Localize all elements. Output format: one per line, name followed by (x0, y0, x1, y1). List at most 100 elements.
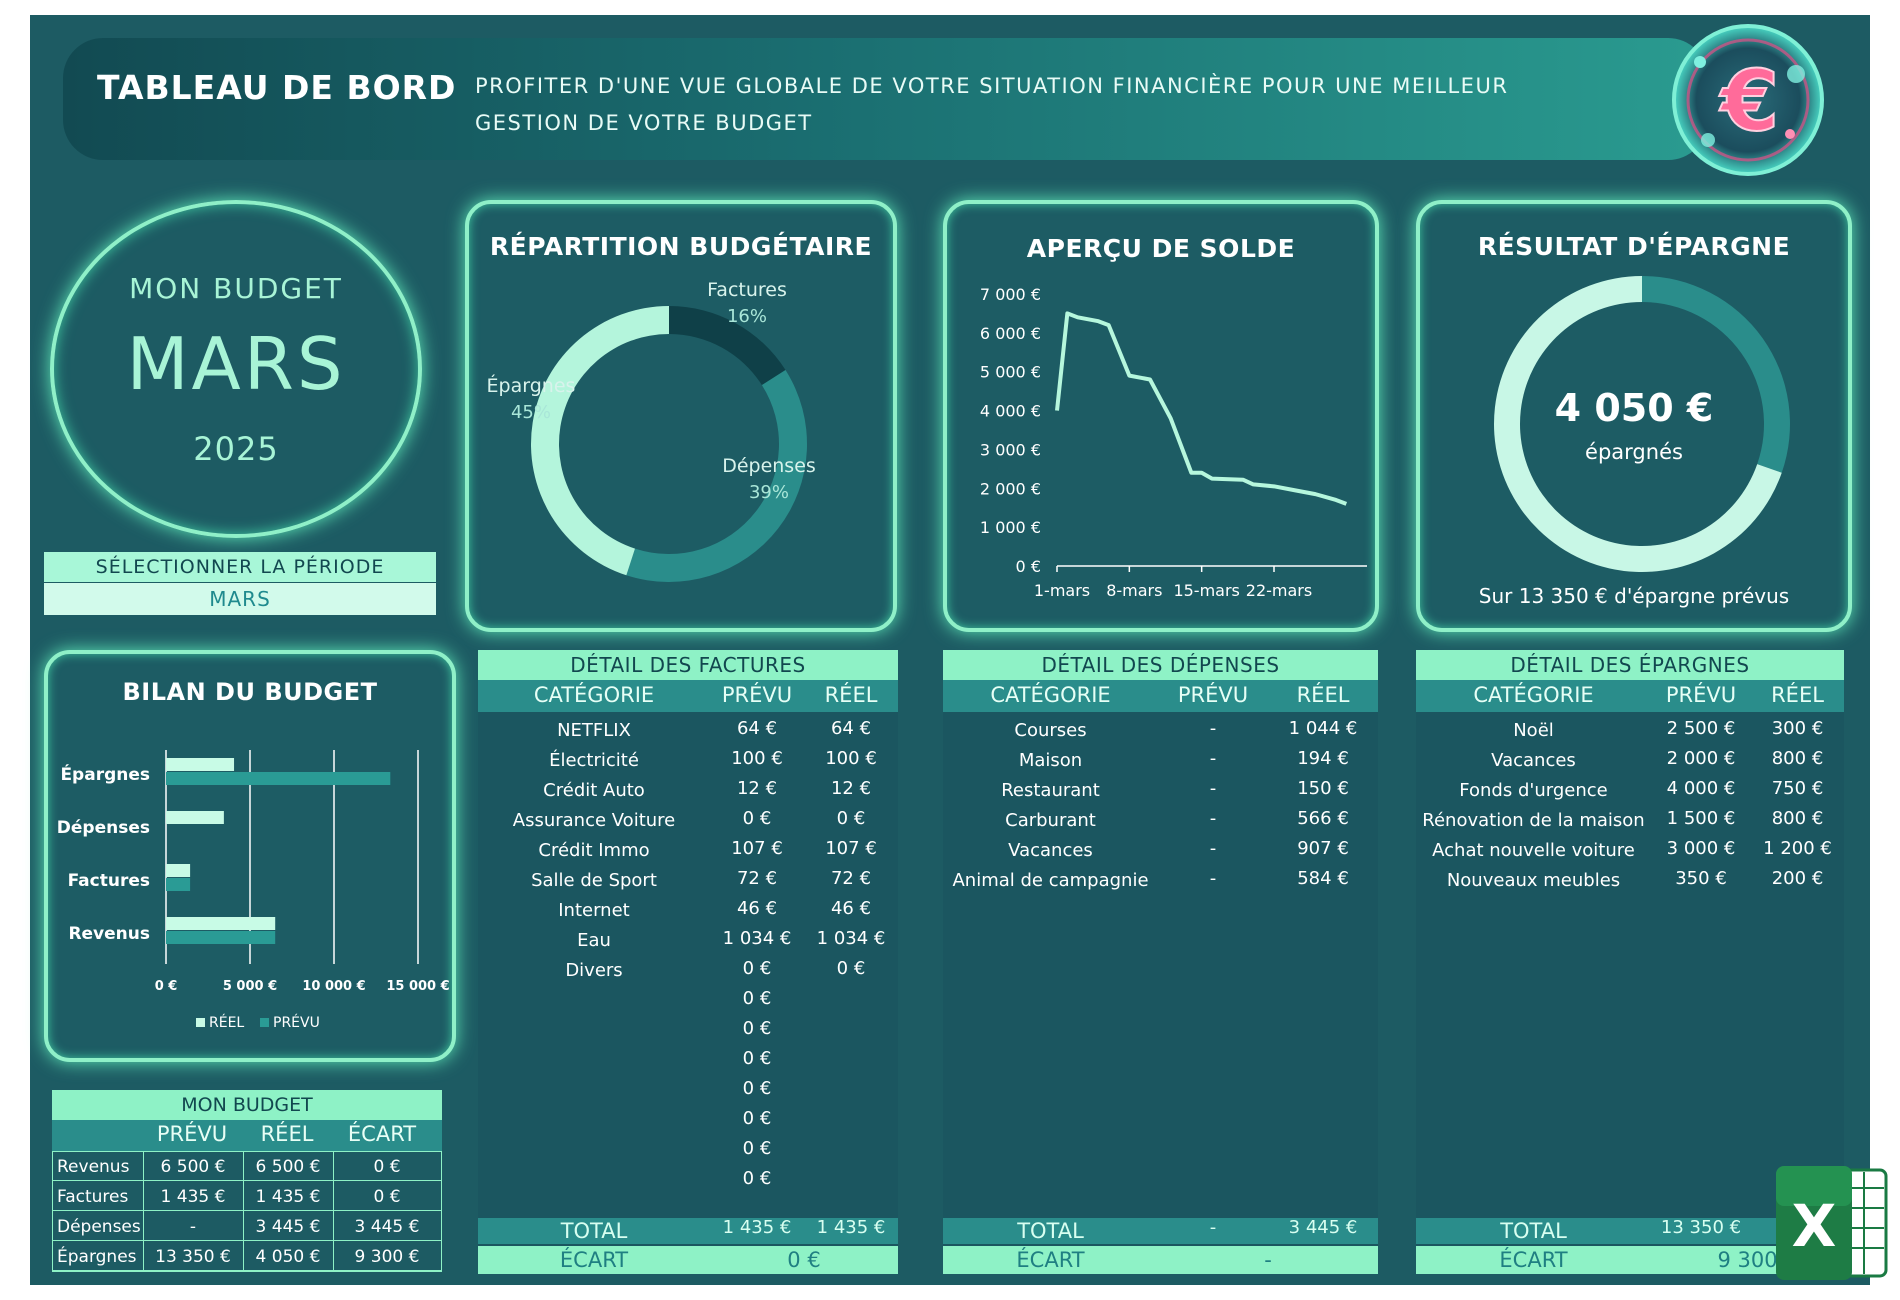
epargnes_detail-title: DÉTAIL DES ÉPARGNES (1416, 650, 1844, 680)
factures-row-prevu: 0 € (742, 988, 772, 1009)
factures-row-prevu: 0 € (742, 1108, 772, 1129)
bilan-title: BILAN DU BUDGET (122, 678, 378, 706)
solde-x-tick-0: 1-mars (1034, 581, 1090, 600)
epargnes_detail-total-label: TOTAL (1500, 1219, 1567, 1243)
epargnes_detail-ecart-label: ÉCART (1499, 1248, 1568, 1272)
factures-row-reel: 100 € (825, 748, 877, 769)
epargnes_detail-row-reel: 200 € (1771, 868, 1824, 889)
factures-row-prevu: 64 € (736, 718, 778, 739)
mon-budget-divider (143, 1152, 144, 1271)
month-card: MON BUDGET MARS 2025 (50, 200, 422, 538)
solde-title: APERÇU DE SOLDE (1026, 234, 1296, 263)
mon-budget-row-ecart: 0 € (373, 1187, 401, 1207)
epargnes_detail-row-reel: 800 € (1771, 748, 1824, 769)
depenses-row-prevu: - (1209, 748, 1217, 769)
depenses-header: CATÉGORIE PRÉVU RÉEL (943, 680, 1378, 712)
repartition-slice-label-2: 45% (511, 402, 551, 423)
repartition-slice-name-0: Factures (707, 279, 787, 301)
mon-budget-row-reel: 4 050 € (255, 1247, 321, 1267)
header-banner: TABLEAU DE BORD PROFITER D'UNE VUE GLOBA… (63, 38, 1708, 160)
factures-row-category: Internet (558, 900, 630, 921)
epargnes_detail-col-1: PRÉVU (1665, 683, 1737, 707)
bilan-x-tick-1: 5 000 € (223, 979, 277, 994)
factures-row-reel: 107 € (825, 838, 877, 859)
bilan-bar-réel-1 (166, 811, 224, 824)
factures-row-category: Crédit Immo (538, 840, 650, 861)
depenses-row-prevu: - (1209, 808, 1217, 829)
depenses-total-label: TOTAL (1017, 1219, 1084, 1243)
mon-budget-row: Revenus 6 500 € 6 500 € 0 € (53, 1152, 441, 1181)
epargne-amount-label: épargnés (1585, 440, 1683, 464)
epargnes_detail-row-prevu: 2 000 € (1666, 748, 1736, 769)
solde-y-tick-2: 2 000 € (980, 479, 1041, 498)
factures-row-category: NETFLIX (557, 720, 631, 741)
repartition-slice-1 (626, 370, 807, 582)
repartition-donut: Factures 16% Dépenses 39% Épargnes 45% (487, 279, 816, 582)
solde-panel: APERÇU DE SOLDE 0 € 1 000 € 2 000 € 3 000 €… (943, 200, 1379, 632)
mon-budget-title: MON BUDGET (52, 1090, 442, 1120)
epargnes_detail-row-prevu: 3 000 € (1666, 838, 1736, 859)
bilan-category-0: Épargnes (60, 763, 150, 785)
mon-budget-row: Factures 1 435 € 1 435 € 0 € (53, 1182, 441, 1211)
epargne-donut (1494, 276, 1790, 572)
factures-row-reel: 1 034 € (816, 928, 886, 949)
factures-row-prevu: 0 € (742, 958, 772, 979)
bilan-bar-réel-2 (166, 864, 191, 877)
epargnes_detail-total-prevu: 13 350 € (1660, 1217, 1742, 1238)
factures-ecart-label: ÉCART (559, 1248, 629, 1272)
factures-row-category: Électricité (549, 750, 639, 771)
depenses-total-row: TOTAL - 3 445 € (943, 1217, 1378, 1244)
epargnes_detail-row-prevu: 350 € (1675, 868, 1727, 889)
depenses-row-category: Vacances (1008, 840, 1093, 861)
mon-budget-col-prevu: PRÉVU (156, 1122, 228, 1146)
period-selector-label: SÉLECTIONNER LA PÉRIODE (44, 552, 436, 582)
factures-row-reel: 64 € (830, 718, 872, 739)
bilan-category-2: Factures (68, 871, 150, 891)
factures-row-prevu: 100 € (731, 748, 783, 769)
depenses-row-reel: 907 € (1297, 838, 1349, 859)
solde-y-tick-3: 3 000 € (980, 440, 1041, 459)
mon-budget-row-ecart: 9 300 € (354, 1247, 420, 1267)
repartition-slice-label-0: 16% (727, 306, 767, 327)
solde-x-tick-2: 15-mars (1173, 581, 1239, 600)
epargnes_detail-ecart-row: ÉCART 9 300 (1416, 1246, 1844, 1274)
factures-row-reel: 12 € (830, 778, 872, 799)
epargnes_detail-row-reel: 300 € (1771, 718, 1824, 739)
bilan-x-tick-2: 10 000 € (302, 979, 365, 994)
repartition-slice-name-2: Épargnes (487, 374, 576, 397)
bilan-bar-prévu-0 (166, 772, 391, 785)
factures-row-category: Salle de Sport (531, 870, 657, 891)
depenses-col-2: RÉEL (1296, 683, 1350, 707)
factures-row-prevu: 46 € (736, 898, 778, 919)
mon-budget-row-ecart: 3 445 € (354, 1217, 420, 1237)
mon-budget-row-prevu: - (189, 1217, 197, 1237)
epargnes_detail-row-prevu: 2 500 € (1666, 718, 1736, 739)
depenses-row-prevu: - (1209, 868, 1217, 889)
epargne-amount: 4 050 € (1554, 386, 1714, 430)
depenses-row-category: Animal de campagnie (952, 870, 1149, 891)
factures-col-0: CATÉGORIE (533, 683, 655, 707)
depenses-row-category: Restaurant (1001, 780, 1100, 801)
bilan-legend-label-0: RÉEL (209, 1014, 244, 1031)
bilan-category-1: Dépenses (57, 818, 150, 838)
solde-line-chart: 0 € 1 000 € 2 000 € 3 000 € 4 000 € 5 000 € 6 … (980, 285, 1367, 600)
bilan-legend-swatch-0 (196, 1018, 205, 1027)
epargnes_detail-header: CATÉGORIE PRÉVU RÉEL (1416, 680, 1844, 712)
epargnes_detail-col-2: RÉEL (1771, 683, 1824, 707)
solde-y-tick-4: 4 000 € (980, 402, 1041, 421)
page-subtitle: PROFITER D'UNE VUE GLOBALE DE VOTRE SITU… (475, 74, 1509, 135)
factures-row-reel: 46 € (830, 898, 872, 919)
bilan-bar-réel-0 (166, 758, 235, 771)
factures-col-2: RÉEL (824, 683, 878, 707)
excel-icon[interactable]: X (1772, 1158, 1890, 1288)
mon-budget-header: PRÉVU RÉEL ÉCART (52, 1120, 442, 1151)
depenses-row-category: Courses (1014, 720, 1087, 741)
factures-row-prevu: 0 € (742, 1138, 772, 1159)
period-selector-value[interactable]: MARS (44, 583, 436, 615)
mon-budget-row-prevu: 13 350 € (155, 1247, 231, 1267)
mon-budget-row-reel: 1 435 € (255, 1187, 321, 1207)
solde-y-tick-7: 7 000 € (980, 285, 1041, 304)
depenses-row-reel: 150 € (1297, 778, 1349, 799)
factures-row-reel: 0 € (836, 958, 866, 979)
epargnes_detail-row-category: Vacances (1491, 750, 1576, 771)
